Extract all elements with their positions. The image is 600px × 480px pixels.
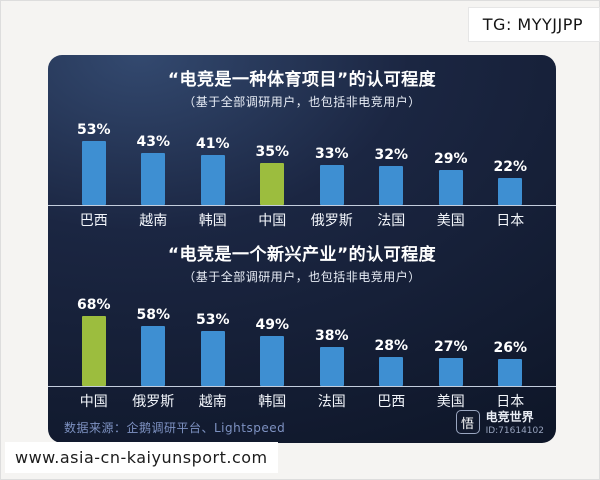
bar — [379, 166, 404, 205]
bar-column: 53% — [185, 312, 241, 386]
bars-row: 68% 58% 53% 49% 38% 28% 27% 26% — [48, 291, 556, 387]
publisher-id: ID:71614102 — [485, 426, 544, 436]
category-label: 韩国 — [198, 213, 227, 229]
bar — [319, 347, 344, 386]
bar-column: 53% — [66, 122, 122, 205]
bar — [498, 359, 523, 386]
chart-title: “电竞是一个新兴产业”的认可程度 — [167, 245, 437, 265]
bar-column: 41% — [185, 136, 241, 205]
chart-subtitle: （基于全部调研用户，也包括非电竞用户） — [183, 95, 421, 109]
bar-value-label: 53% — [76, 122, 111, 138]
tg-watermark-label: TG: MYYJJPP — [468, 8, 599, 41]
bar-value-label: 29% — [433, 151, 468, 167]
bar — [438, 358, 463, 386]
bar — [438, 170, 463, 205]
bar-column: 43% — [125, 134, 181, 205]
category-labels-row: 巴西 越南 韩国 中国 俄罗斯 法国 美国 日本 — [48, 206, 556, 230]
bar — [81, 141, 106, 205]
bar-value-label: 38% — [314, 328, 349, 344]
bar-column: 49% — [244, 317, 300, 386]
category-label: 中国 — [79, 394, 108, 410]
bar — [200, 155, 225, 205]
chart-title: “电竞是一种体育项目”的认可程度 — [167, 70, 437, 90]
category-label: 巴西 — [79, 213, 108, 229]
bar-highlighted — [260, 163, 285, 205]
bar-highlighted — [81, 316, 106, 386]
bar-column: 58% — [125, 307, 181, 386]
category-label: 美国 — [436, 394, 465, 410]
bar-value-label: 43% — [136, 134, 170, 150]
category-label: 韩国 — [258, 394, 287, 410]
data-source-text: 数据来源：企鹅调研平台、Lightspeed — [64, 421, 286, 435]
infographic-panel: “电竞是一种体育项目”的认可程度 （基于全部调研用户，也包括非电竞用户） 53%… — [48, 55, 556, 443]
category-label: 越南 — [139, 213, 168, 229]
bar-column: 27% — [423, 339, 479, 386]
publisher-logo-icon: 悟 — [455, 410, 480, 434]
bar-column: 22% — [482, 159, 538, 205]
category-label: 美国 — [436, 213, 465, 229]
bar — [141, 153, 166, 205]
bar-value-label: 58% — [136, 307, 170, 323]
bar — [498, 178, 523, 205]
category-label: 日本 — [496, 394, 525, 410]
bar-value-label: 35% — [255, 144, 289, 160]
bar-value-label: 33% — [314, 146, 349, 162]
publisher-watermark: 悟 电竞世界 ID:71614102 — [455, 408, 544, 436]
bar-column: 29% — [423, 151, 479, 205]
bar-value-label: 27% — [433, 339, 468, 355]
bar — [379, 357, 404, 386]
category-label: 法国 — [377, 213, 406, 229]
panel-footer: 数据来源：企鹅调研平台、Lightspeed 悟 电竞世界 ID:7161410… — [48, 408, 556, 436]
category-label: 俄罗斯 — [132, 394, 175, 410]
chart-esports-is-sport: “电竞是一种体育项目”的认可程度 （基于全部调研用户，也包括非电竞用户） 53%… — [48, 65, 556, 230]
bar-column: 32% — [363, 147, 419, 205]
bar-value-label: 22% — [493, 159, 527, 175]
category-label: 中国 — [258, 213, 287, 229]
bar — [200, 331, 225, 386]
bar — [260, 336, 285, 386]
category-label: 俄罗斯 — [310, 213, 353, 229]
bar-value-label: 32% — [374, 147, 408, 163]
category-label: 越南 — [198, 394, 227, 410]
bar — [141, 326, 166, 386]
bar-value-label: 49% — [255, 317, 289, 333]
bar-column: 26% — [482, 340, 538, 386]
bar-column: 28% — [363, 338, 419, 386]
chart-subtitle: （基于全部调研用户，也包括非电竞用户） — [183, 270, 421, 284]
category-label: 日本 — [496, 213, 525, 229]
bar — [319, 165, 344, 205]
bar-value-label: 68% — [76, 297, 111, 313]
category-label: 法国 — [317, 394, 346, 410]
bar-value-label: 26% — [493, 340, 527, 356]
bar-column: 35% — [244, 144, 300, 205]
bar-value-label: 41% — [195, 136, 230, 152]
publisher-text: 电竞世界 ID:71614102 — [486, 408, 544, 436]
bar-column: 38% — [304, 328, 360, 386]
bar-column: 68% — [66, 297, 122, 386]
chart-esports-is-industry: “电竞是一个新兴产业”的认可程度 （基于全部调研用户，也包括非电竞用户） 68%… — [48, 240, 556, 411]
publisher-name: 电竞世界 — [485, 410, 534, 424]
bar-column: 33% — [304, 146, 360, 205]
category-labels-row: 中国 俄罗斯 越南 韩国 法国 巴西 美国 日本 — [48, 387, 556, 411]
category-label: 巴西 — [377, 394, 406, 410]
bar-value-label: 53% — [195, 312, 230, 328]
bar-value-label: 28% — [374, 338, 408, 354]
bars-row: 53% 43% 41% 35% 33% 32% 29% 22% — [48, 116, 556, 206]
url-watermark-label: www.asia-cn-kaiyunsport.com — [5, 442, 278, 473]
